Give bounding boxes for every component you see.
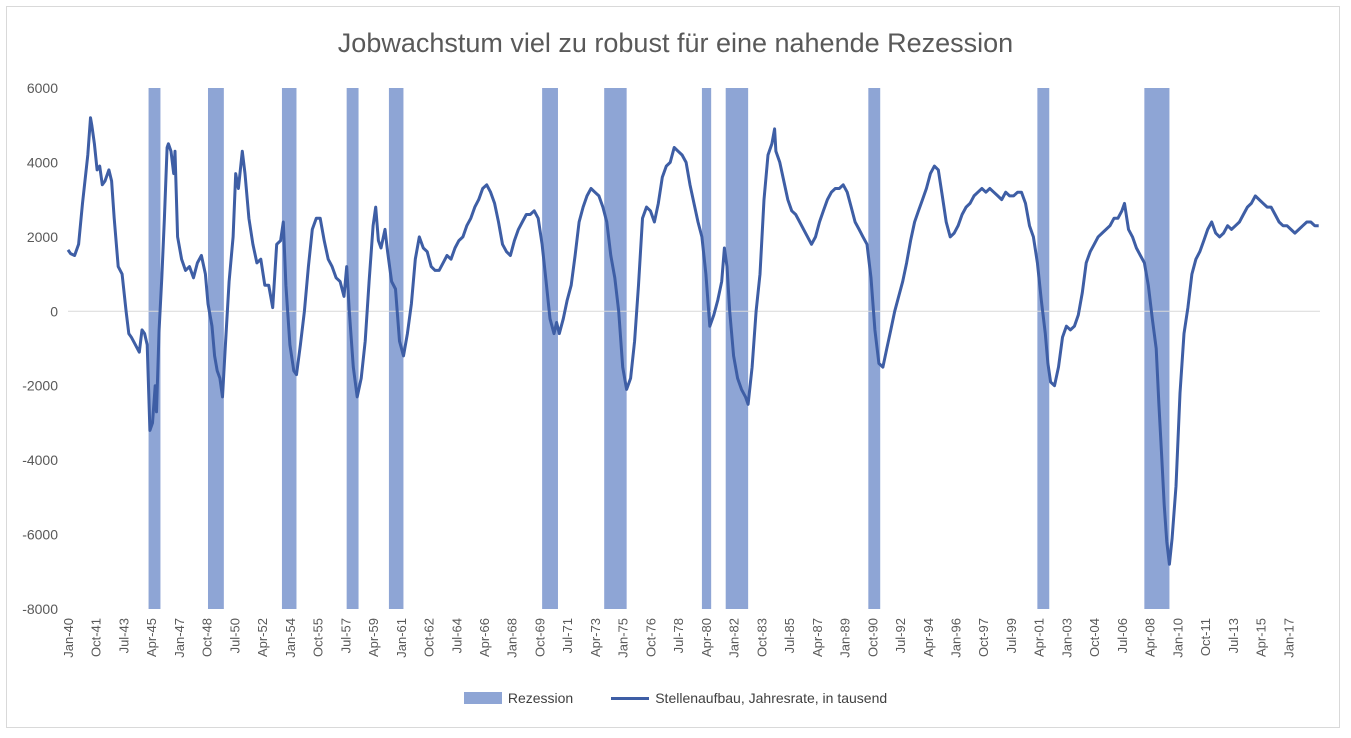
x-tick-label-43: Apr-15 [1254,618,1269,657]
legend-entry-stellenaufbau: Stellenaufbau, Jahresrate, in tausend [611,690,887,706]
x-tick-label-1: Oct-41 [89,618,104,657]
recession-bar-7 [701,88,712,609]
chart-title: Jobwachstum viel zu robust für eine nahe… [337,28,1014,58]
series-line-stellenaufbau [66,116,1319,566]
recession-bar-5 [542,88,558,609]
x-tick-label-2: Jul-43 [116,618,131,653]
x-tick-label-14: Jul-64 [449,618,464,653]
recession-bar-1 [207,88,224,609]
legend-label-stellenaufbau: Stellenaufbau, Jahresrate, in tausend [655,690,888,706]
x-tick-label-11: Apr-59 [366,618,381,657]
x-tick-label-9: Oct-55 [311,618,326,657]
y-tick-label-6: 4000 [27,154,58,170]
x-tick-label-26: Jul-85 [782,618,797,653]
x-tick-label-33: Oct-97 [976,618,991,657]
x-tick-label-4: Jan-47 [172,618,187,658]
x-tick-label-37: Oct-04 [1087,618,1102,657]
legend-swatch-rezession [463,692,502,704]
recession-bar-0 [148,88,161,609]
x-tick-label-41: Oct-11 [1198,618,1213,656]
x-tick-label-18: Jul-71 [560,618,575,653]
y-tick-label-7: 6000 [27,80,58,96]
y-tick-label-0: -8000 [22,601,58,617]
x-tick-label-5: Oct-48 [200,618,215,657]
x-tick-label-20: Jan-75 [616,618,631,658]
x-tick-label-34: Jul-99 [1004,618,1019,653]
x-tick-label-30: Jul-92 [893,618,908,653]
x-tick-label-29: Oct-90 [865,618,880,657]
x-tick-label-21: Oct-76 [643,618,658,657]
x-tick-label-3: Apr-45 [144,618,159,657]
y-tick-label-1: -6000 [22,527,58,543]
recession-bar-8 [725,88,749,609]
recession-bars [148,88,1170,609]
recession-bar-6 [604,88,627,609]
recession-bar-9 [868,88,881,609]
recession-bar-10 [1037,88,1050,609]
x-tick-label-0: Jan-40 [61,618,76,658]
recession-bar-4 [388,88,404,609]
y-tick-label-5: 2000 [27,229,58,245]
x-tick-label-42: Jul-13 [1226,618,1241,653]
x-tick-label-19: Apr-73 [588,618,603,657]
chart-area [6,6,1340,728]
legend-entry-rezession: Rezession [463,690,574,706]
x-tick-label-28: Jan-89 [838,618,853,658]
x-tick-label-39: Apr-08 [1143,618,1158,657]
x-tick-label-24: Jan-82 [727,618,742,658]
x-tick-label-22: Jul-78 [671,618,686,653]
x-tick-label-16: Jan-68 [505,618,520,658]
x-tick-label-7: Apr-52 [255,618,270,657]
x-tick-label-15: Apr-66 [477,618,492,657]
x-tick-label-25: Oct-83 [754,618,769,657]
x-tick-label-38: Jul-06 [1115,618,1130,653]
x-tick-label-23: Apr-80 [699,618,714,657]
x-tick-label-40: Jan-10 [1170,618,1185,658]
legend-label-rezession: Rezession [507,690,574,706]
x-tick-label-6: Jul-50 [227,618,242,653]
x-tick-label-17: Oct-69 [532,618,547,657]
legend-swatch-stellenaufbau [611,696,650,700]
x-tick-label-27: Apr-87 [810,618,825,657]
x-tick-label-8: Jan-54 [283,618,298,658]
y-tick-label-2: -4000 [22,452,58,468]
legend: Rezession Stellenaufbau, Jahresrate, in … [0,690,1351,706]
x-tick-label-31: Apr-94 [921,618,936,657]
y-tick-label-4: 0 [50,303,58,319]
x-tick-label-32: Jan-96 [948,618,963,658]
x-tick-label-13: Oct-62 [422,618,437,657]
y-tick-label-3: -2000 [22,378,58,394]
x-tick-label-44: Jan-17 [1281,618,1296,658]
x-tick-label-36: Jan-03 [1059,618,1074,658]
y-axis-tick-labels: -8000 -6000 -4000 -2000 0 2000 4000 6000 [22,80,58,617]
x-tick-label-35: Apr-01 [1032,618,1047,657]
x-tick-label-10: Jul-57 [338,618,353,653]
x-axis-tick-labels: Jan-40 Oct-41 Jul-43 Apr-45 Jan-47 Oct-48 Jul-… [61,618,1296,658]
x-tick-label-12: Jan-61 [394,618,409,658]
